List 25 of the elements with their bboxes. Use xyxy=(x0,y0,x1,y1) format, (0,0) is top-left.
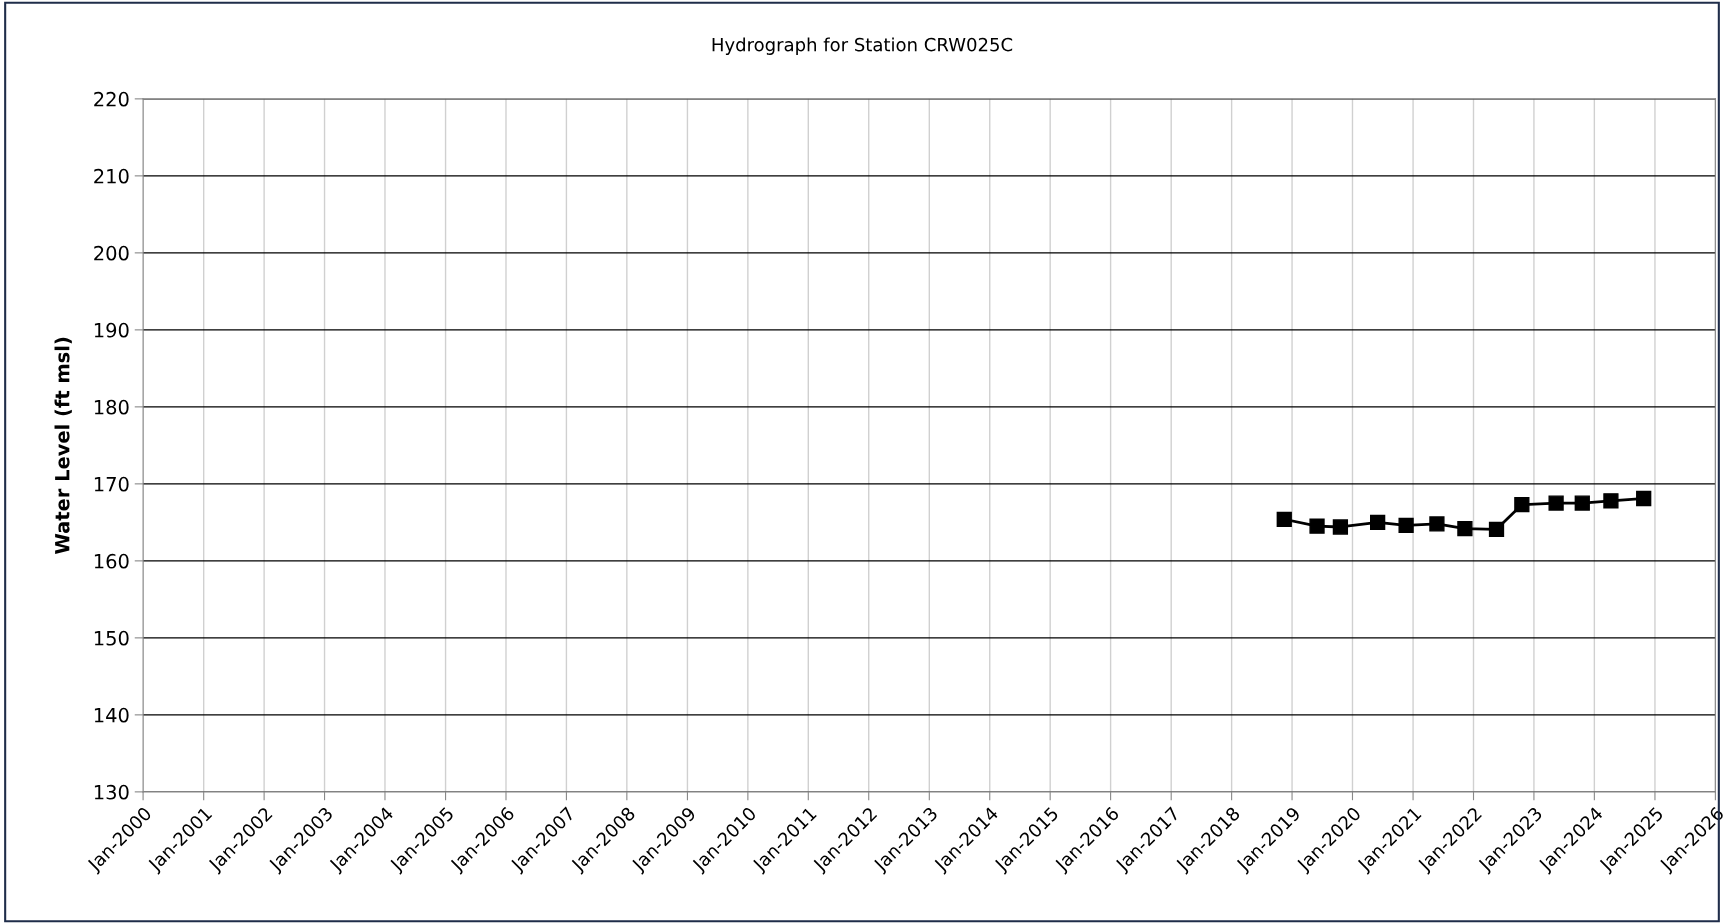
y-tick-label: 220 xyxy=(94,91,129,107)
point xyxy=(1276,511,1292,527)
y-tick-label: 190 xyxy=(94,322,129,338)
y-axis-title: Water Level (ft msl) xyxy=(54,337,72,554)
y-tick-label: 150 xyxy=(94,630,129,646)
y-tick-label: 210 xyxy=(94,168,129,184)
point xyxy=(1332,519,1349,535)
point xyxy=(1603,493,1619,509)
y-tick-label: 130 xyxy=(94,784,129,800)
point xyxy=(1398,517,1414,534)
point xyxy=(1370,514,1386,531)
point xyxy=(1548,495,1564,511)
point xyxy=(1457,520,1473,537)
point xyxy=(1488,521,1505,537)
point xyxy=(1514,497,1530,513)
point xyxy=(1309,518,1325,534)
y-tick-label: 180 xyxy=(94,399,129,415)
chart-title: Hydrograph for Station CRW025C xyxy=(712,37,1013,55)
point xyxy=(1636,490,1652,507)
point xyxy=(1574,495,1590,511)
point xyxy=(1429,516,1445,532)
y-tick-label: 160 xyxy=(94,553,129,569)
y-tick-label: 200 xyxy=(94,245,129,261)
y-tick-label: 170 xyxy=(94,476,129,492)
y-tick-label: 140 xyxy=(94,707,129,723)
